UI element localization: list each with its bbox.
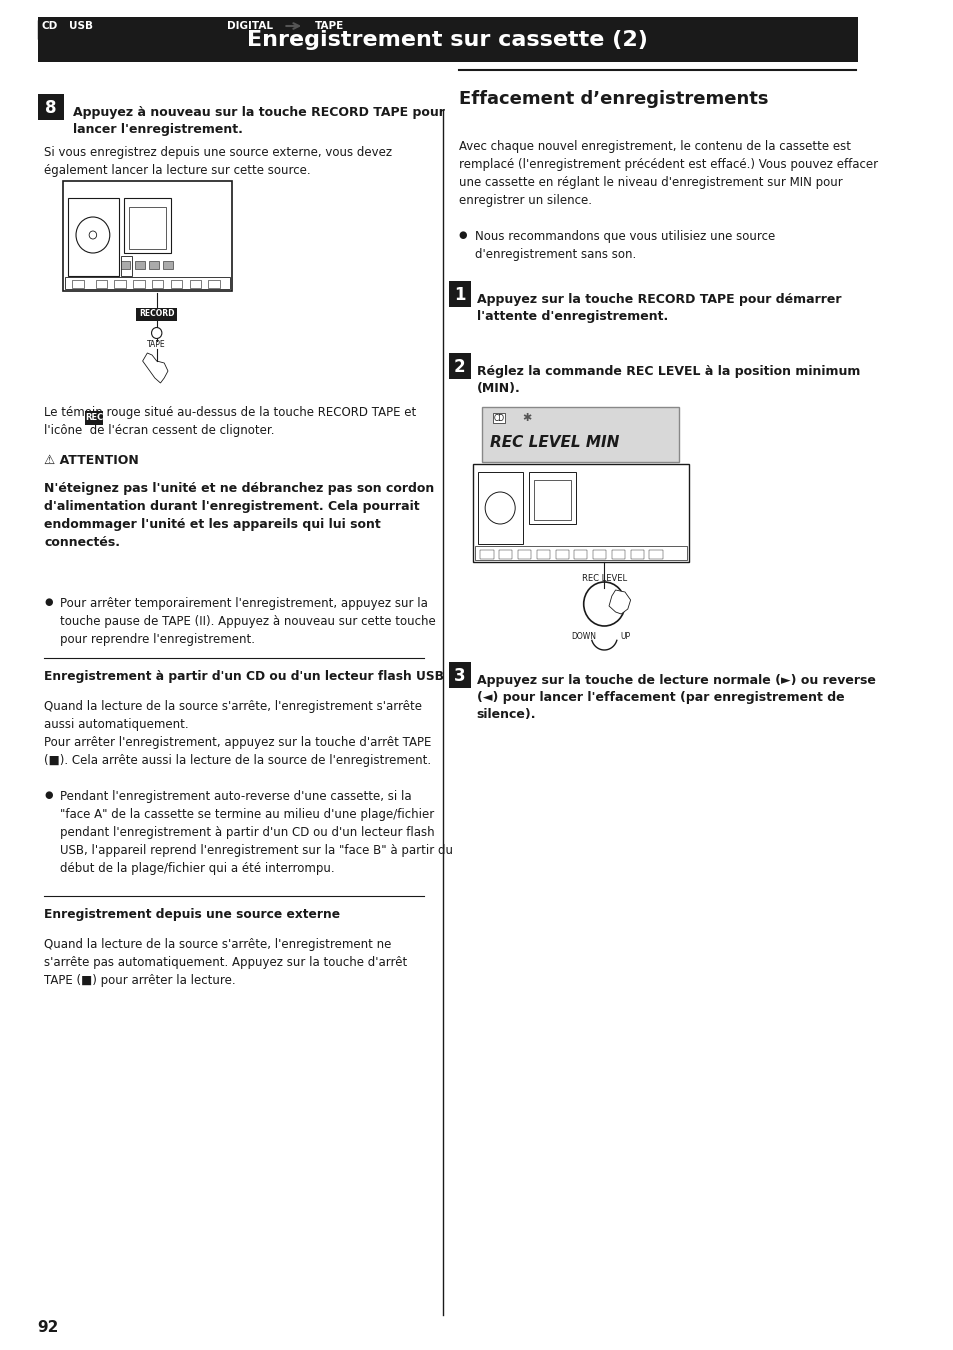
Bar xyxy=(133,279,144,288)
Text: 3: 3 xyxy=(454,667,465,684)
Bar xyxy=(37,18,857,62)
Text: Enregistrement depuis une source externe: Enregistrement depuis une source externe xyxy=(44,909,340,921)
Bar xyxy=(611,549,624,559)
Bar xyxy=(555,549,568,559)
Text: DIGITAL: DIGITAL xyxy=(227,22,274,31)
Bar xyxy=(135,261,144,269)
FancyBboxPatch shape xyxy=(308,20,351,39)
Text: Nous recommandons que vous utilisiez une source
d'enregistrement sans son.: Nous recommandons que vous utilisiez une… xyxy=(475,230,774,261)
Text: Effacement d’enregistrements: Effacement d’enregistrements xyxy=(458,90,767,108)
Bar xyxy=(537,549,549,559)
Text: ✱: ✱ xyxy=(522,413,532,423)
Text: 2: 2 xyxy=(454,358,465,377)
Text: USB: USB xyxy=(69,22,92,31)
Text: TAPE: TAPE xyxy=(314,22,344,31)
Bar xyxy=(448,352,471,379)
Bar xyxy=(448,662,471,688)
Bar xyxy=(473,464,688,562)
Bar xyxy=(477,472,522,544)
Text: Enregistrement sur cassette (2): Enregistrement sur cassette (2) xyxy=(247,30,647,50)
Text: REC LEVEL: REC LEVEL xyxy=(581,574,626,583)
Text: Appuyez sur la touche de lecture normale (►) ou reverse
(◄) pour lancer l'efface: Appuyez sur la touche de lecture normale… xyxy=(476,674,875,721)
Bar xyxy=(149,261,158,269)
Bar xyxy=(649,549,661,559)
Bar xyxy=(85,412,103,425)
Text: Appuyez à nouveau sur la touche RECORD TAPE pour
lancer l'enregistrement.: Appuyez à nouveau sur la touche RECORD T… xyxy=(73,107,445,136)
Text: TAPE: TAPE xyxy=(148,340,166,350)
Text: Le témoin rouge situé au-dessus de la touche RECORD TAPE et
l'icône  de l'écran : Le témoin rouge situé au-dessus de la to… xyxy=(44,406,416,437)
Text: Avec chaque nouvel enregistrement, le contenu de la cassette est
remplacé (l'enr: Avec chaque nouvel enregistrement, le co… xyxy=(458,140,877,207)
Polygon shape xyxy=(143,352,168,383)
Text: REC: REC xyxy=(85,413,103,423)
FancyBboxPatch shape xyxy=(37,20,62,39)
Text: ●: ● xyxy=(44,597,52,608)
Text: UP: UP xyxy=(619,632,629,641)
Polygon shape xyxy=(608,590,630,614)
Text: Si vous enregistrez depuis une source externe, vous devez
également lancer la le: Si vous enregistrez depuis une source ex… xyxy=(44,146,392,177)
Text: N'éteignez pas l'unité et ne débranchez pas son cordon
d'alimentation durant l'e: N'éteignez pas l'unité et ne débranchez … xyxy=(44,482,434,549)
Bar xyxy=(498,549,512,559)
Text: CD: CD xyxy=(42,22,58,31)
Bar xyxy=(517,549,531,559)
Bar xyxy=(475,545,686,560)
Text: CD: CD xyxy=(493,413,504,423)
Bar xyxy=(593,549,605,559)
Text: REC LEVEL MIN: REC LEVEL MIN xyxy=(489,435,618,450)
Bar xyxy=(121,261,131,269)
FancyBboxPatch shape xyxy=(65,20,97,39)
Bar xyxy=(124,198,171,252)
Bar xyxy=(574,549,587,559)
Bar xyxy=(630,549,643,559)
Bar xyxy=(208,279,219,288)
Text: LINE IN: LINE IN xyxy=(110,22,152,31)
Bar xyxy=(482,406,679,462)
Bar xyxy=(152,279,163,288)
Text: Pendant l'enregistrement auto-reverse d'une cassette, si la
"face A" de la casse: Pendant l'enregistrement auto-reverse d'… xyxy=(60,790,453,875)
Bar xyxy=(529,472,576,524)
Text: 8: 8 xyxy=(45,99,56,117)
Bar xyxy=(68,198,119,275)
Bar xyxy=(121,256,132,275)
Bar xyxy=(448,281,471,306)
Bar xyxy=(129,207,166,248)
Bar xyxy=(37,95,64,120)
Text: 92: 92 xyxy=(37,1320,59,1335)
Text: Quand la lecture de la source s'arrête, l'enregistrement ne
s'arrête pas automat: Quand la lecture de la source s'arrête, … xyxy=(44,938,407,987)
Text: Enregistrement à partir d'un CD ou d'un lecteur flash USB: Enregistrement à partir d'un CD ou d'un … xyxy=(44,670,444,683)
Text: Quand la lecture de la source s'arrête, l'enregistrement s'arrête
aussi automati: Quand la lecture de la source s'arrête, … xyxy=(44,701,431,767)
Bar xyxy=(95,279,107,288)
Bar xyxy=(534,481,571,520)
Text: Pour arrêter temporairement l'enregistrement, appuyez sur la
touche pause de TAP: Pour arrêter temporairement l'enregistre… xyxy=(60,597,436,647)
Text: Réglez la commande REC LEVEL à la position minimum
(MIN).: Réglez la commande REC LEVEL à la positi… xyxy=(476,364,860,396)
Text: Appuyez sur la touche RECORD TAPE pour démarrer
l'attente d'enregistrement.: Appuyez sur la touche RECORD TAPE pour d… xyxy=(476,293,841,323)
Text: ●: ● xyxy=(44,790,52,801)
Text: DOWN: DOWN xyxy=(571,632,596,641)
Text: RECORD: RECORD xyxy=(139,309,174,319)
Text: PHONO: PHONO xyxy=(169,22,211,31)
Bar xyxy=(136,308,177,321)
Bar xyxy=(63,181,232,292)
Bar xyxy=(72,279,84,288)
Text: ●: ● xyxy=(458,230,467,240)
Bar xyxy=(190,279,201,288)
Bar xyxy=(114,279,126,288)
Bar xyxy=(163,261,172,269)
Bar xyxy=(480,549,493,559)
Text: ⚠ ATTENTION: ⚠ ATTENTION xyxy=(44,454,139,467)
Bar xyxy=(65,277,230,289)
Text: 1: 1 xyxy=(454,286,465,304)
FancyBboxPatch shape xyxy=(218,20,282,39)
Bar xyxy=(171,279,182,288)
